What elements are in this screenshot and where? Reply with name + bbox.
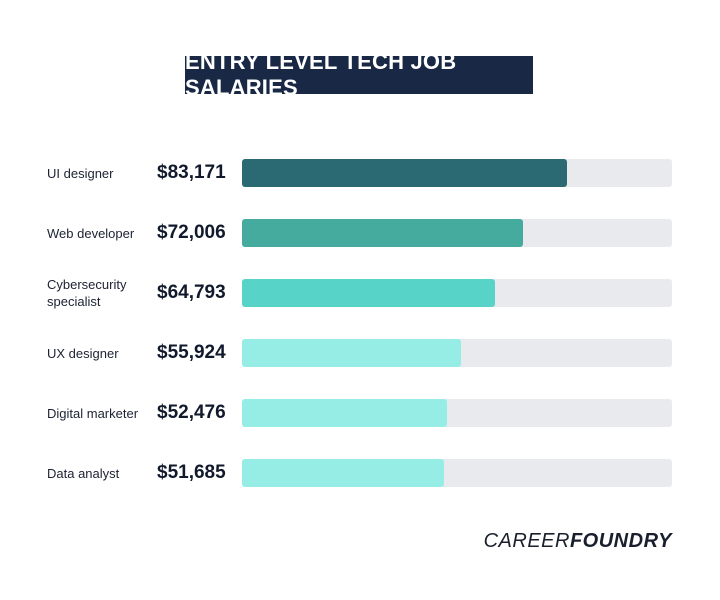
value-label: $51,685 [157, 462, 226, 483]
bar [242, 339, 461, 367]
bar [242, 459, 445, 487]
value-label: $83,171 [157, 162, 226, 183]
value-label: $52,476 [157, 402, 226, 423]
category-label: Cybersecurity specialist [47, 277, 127, 309]
category-label: UX designer [47, 345, 119, 361]
bar [242, 399, 448, 427]
logo-bold: FOUNDRY [569, 530, 672, 552]
bar-track [242, 279, 672, 307]
bar [242, 279, 496, 307]
value-label: $72,006 [157, 222, 226, 243]
logo: CAREERFOUNDRY [484, 530, 672, 553]
category-label: Digital marketer [47, 405, 139, 421]
logo-light: CAREER [483, 530, 570, 552]
bar-track [242, 399, 672, 427]
category-label: UI designer [47, 165, 114, 181]
bar-track [242, 219, 672, 247]
category-label: Data analyst [47, 465, 120, 481]
value-label: $64,793 [157, 282, 226, 303]
bar-track [242, 339, 672, 367]
chart-title: ENTRY LEVEL TECH JOB SALARIES [185, 49, 533, 100]
bar-track [242, 159, 672, 187]
bar [242, 219, 524, 247]
bar [242, 159, 568, 187]
category-label: Web developer [47, 225, 135, 241]
value-label: $55,924 [157, 342, 226, 363]
bar-track [242, 459, 672, 487]
